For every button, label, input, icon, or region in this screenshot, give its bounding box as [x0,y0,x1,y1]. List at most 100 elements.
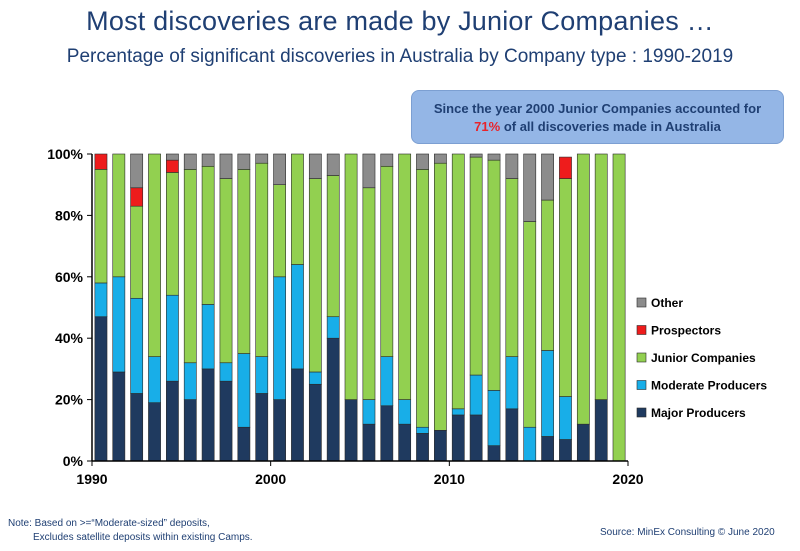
bar-other-2000 [273,153,286,186]
bar-other-2009 [434,153,447,164]
bar-major-producers-1991 [112,371,126,462]
x-tick-label: 2000 [255,471,286,487]
bar-junior-companies-1995 [183,169,197,364]
bar-other-2002 [308,153,322,179]
bar-major-producers-1995 [183,399,197,462]
bar-junior-companies-2016 [559,178,572,397]
bar-major-producers-2008 [416,433,429,462]
bar-junior-companies-2002 [308,178,322,373]
bar-junior-companies-2003 [326,175,340,318]
bar-other-1994 [166,153,179,161]
bar-moderate-producers-2005 [362,399,376,425]
bar-junior-companies-1998 [237,169,251,354]
bar-other-1995 [183,153,197,170]
callout-line1: Since the year 2000 Junior Companies acc… [433,101,762,116]
bar-moderate-producers-1993 [148,356,161,403]
bar-junior-companies-2014 [523,221,537,428]
bar-other-2003 [326,153,340,176]
bar-junior-companies-2018 [594,153,608,400]
bar-junior-companies-2010 [451,153,465,410]
bar-junior-companies-2004 [344,153,358,400]
bar-junior-companies-1990 [94,169,108,284]
legend-label: Other [651,296,683,310]
bar-moderate-producers-1990 [94,282,108,318]
bar-moderate-producers-1995 [183,362,197,400]
bar-moderate-producers-2006 [380,356,394,407]
y-tick-label: 40% [55,330,84,346]
x-tick-label: 1990 [76,471,107,487]
legend-label: Prospectors [651,324,721,338]
bar-junior-companies-2015 [541,199,554,351]
legend-label: Junior Companies [651,351,756,365]
callout-line2-text: of all discoveries made in Australia [500,119,721,134]
y-tick-label: 100% [47,146,83,162]
bar-moderate-producers-1991 [112,276,126,373]
bar-prospectors-1994 [166,159,179,173]
legend-swatch [636,325,647,335]
bar-moderate-producers-2013 [505,356,519,410]
bar-major-producers-2016 [559,439,572,462]
bar-other-2013 [505,153,519,179]
bar-major-producers-1990 [94,316,108,462]
bar-junior-companies-1991 [112,153,126,278]
bar-junior-companies-2001 [291,153,304,265]
legend-swatch [636,407,647,418]
bar-other-2015 [541,153,554,201]
bar-major-producers-2017 [576,423,590,462]
bar-moderate-producers-2002 [308,371,322,385]
bar-moderate-producers-1994 [166,294,179,382]
legend-swatch [636,297,647,308]
bar-junior-companies-2008 [416,169,429,428]
bar-other-2012 [487,153,501,161]
bar-major-producers-1994 [166,380,179,462]
bar-major-producers-2013 [505,408,519,462]
source-credit: Source: MinEx Consulting © June 2020 [600,527,775,538]
bar-junior-companies-2013 [505,178,519,357]
bar-other-1998 [237,153,251,170]
y-tick-label: 20% [55,392,84,408]
bar-moderate-producers-2014 [523,426,537,462]
bar-junior-companies-1996 [201,165,215,305]
bar-major-producers-1999 [255,393,269,462]
callout-line2: 71% of all discoveries made in Australia [412,118,783,136]
bar-major-producers-2015 [541,436,554,462]
bar-moderate-producers-1998 [237,353,251,428]
bar-other-1999 [255,153,269,164]
bar-major-producers-2010 [451,414,465,462]
bar-junior-companies-1999 [255,162,269,357]
footnote: Note: Based on >=“Moderate-sized” deposi… [8,517,253,545]
legend-swatch [636,352,647,363]
bar-major-producers-2003 [326,337,340,462]
bar-major-producers-2009 [434,429,447,462]
bar-major-producers-1992 [130,393,144,462]
bar-moderate-producers-2011 [469,374,483,416]
bar-junior-companies-2005 [362,187,376,400]
bar-junior-companies-2012 [487,159,501,391]
bar-junior-companies-2006 [380,165,394,357]
bar-moderate-producers-2012 [487,390,501,446]
bar-major-producers-2012 [487,445,501,462]
bar-other-2014 [523,153,537,222]
bar-major-producers-2001 [291,368,304,462]
bar-moderate-producers-1992 [130,297,144,394]
bar-moderate-producers-1999 [255,356,269,394]
bar-other-2005 [362,153,376,189]
bar-other-1992 [130,153,144,189]
y-tick-label: 0% [63,453,84,469]
bar-moderate-producers-2008 [416,426,429,434]
bar-prospectors-1992 [130,187,144,207]
bar-other-1996 [201,153,215,167]
bar-major-producers-1998 [237,426,251,462]
bar-major-producers-1993 [148,402,161,462]
bar-moderate-producers-2000 [273,276,286,400]
bar-moderate-producers-2010 [451,408,465,416]
bar-other-2011 [469,153,483,158]
bar-moderate-producers-2003 [326,316,340,339]
page-title: Most discoveries are made by Junior Comp… [86,6,714,36]
bar-major-producers-2011 [469,414,483,462]
bar-major-producers-2000 [273,399,286,462]
bar-moderate-producers-2015 [541,350,554,437]
bar-major-producers-1997 [219,380,233,462]
legend-swatch [636,380,647,390]
bar-prospectors-1990 [94,153,108,170]
